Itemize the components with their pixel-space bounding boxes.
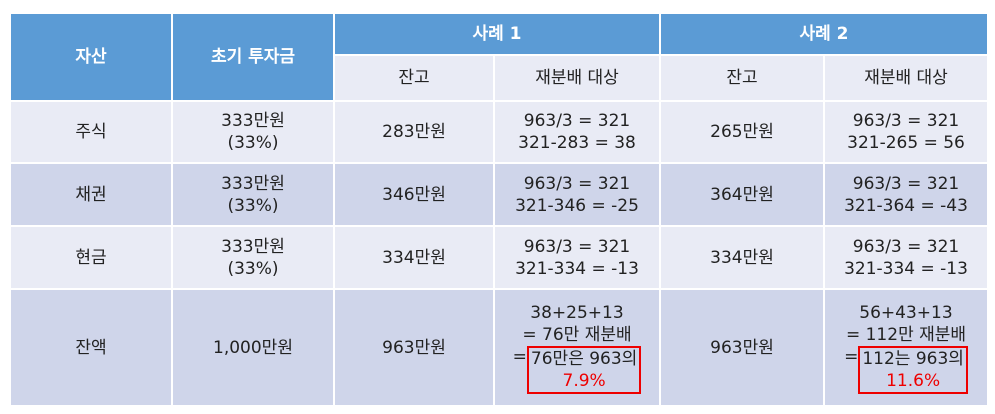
note-text: 76만은 963의 (530, 348, 638, 369)
cell-line: 333만원 (221, 173, 285, 194)
note-text: 112는 963의 (862, 348, 964, 369)
table-cell: 현금 (9, 225, 173, 290)
cell-line: 283만원 (382, 122, 446, 142)
cell-line: 963/3 = 321 (523, 236, 631, 257)
table-cell: 1,000만원 (171, 288, 335, 407)
table-row: 현금 333만원 (33%) 334만원 963/3 = 321 321-334 = -1… (9, 225, 989, 290)
table-cell: 364만원 (659, 162, 825, 227)
highlight-box: 76만은 963의 7.9% (526, 345, 642, 394)
cell-line: 333만원 (221, 236, 285, 257)
table-cell: 963만원 (333, 288, 495, 407)
cell-line: 963/3 = 321 (852, 173, 960, 194)
table-cell: 334만원 (333, 225, 495, 290)
cell-line: 333만원 (221, 111, 285, 131)
table-cell: 38+25+13 = 76만 재분배 = 76만은 963의 7.9% (493, 288, 661, 407)
cell-line: 56+43+13 (859, 302, 953, 323)
table-cell: 963/3 = 321 321-334 = -13 (493, 225, 661, 290)
cell-line: 321-265 = 56 (847, 133, 965, 153)
table-cell: 334만원 (659, 225, 825, 290)
cell-line: = 76만 재분배 (522, 324, 632, 345)
cell-line: 364만원 (710, 184, 774, 205)
note-prefix: = (512, 346, 527, 367)
header-cell: 재분배 대상 (823, 54, 989, 102)
cell-line: = 112만 재분배 (845, 324, 967, 345)
header-cell: 사례 2 (659, 12, 989, 56)
header-cell: 초기 투자금 (171, 12, 335, 102)
table-cell: 963/3 = 321 321-334 = -13 (823, 225, 989, 290)
cell-line: 334만원 (382, 247, 446, 268)
note-line: = 76만은 963의 7.9% (495, 345, 659, 394)
header-cell: 잔고 (659, 54, 825, 102)
cell-line: (33%) (227, 133, 279, 153)
cell-line: (33%) (227, 258, 279, 279)
cell-line: 346만원 (382, 184, 446, 205)
cell-line: (33%) (227, 195, 279, 216)
table-cell: 963/3 = 321 321-283 = 38 (493, 100, 661, 164)
table-cell: 56+43+13 = 112만 재분배 = 112는 963의 11.6% (823, 288, 989, 407)
cell-line: 321-334 = -13 (515, 258, 639, 279)
header-cell: 잔고 (333, 54, 495, 102)
header-cell: 재분배 대상 (493, 54, 661, 102)
table-cell: 333만원 (33%) (171, 100, 335, 164)
table-cell: 963/3 = 321 321-346 = -25 (493, 162, 661, 227)
table-cell: 333만원 (33%) (171, 162, 335, 227)
cell-line: 963만원 (382, 337, 446, 358)
cell-line: 321-346 = -25 (515, 195, 639, 216)
note-line: = 112는 963의 11.6% (825, 345, 987, 394)
header-cell: 자산 (9, 12, 173, 102)
note-value: 7.9% (562, 370, 606, 391)
cell-line: 주식 (75, 122, 107, 142)
table-body: 주식 333만원 (33%) 283만원 963/3 = 321 321-283 = 38… (9, 100, 989, 407)
table-cell: 265만원 (659, 100, 825, 164)
note-prefix: = (844, 346, 859, 367)
table-row: 채권 333만원 (33%) 346만원 963/3 = 321 321-346 = -2… (9, 162, 989, 227)
cell-line: 963/3 = 321 (852, 236, 960, 257)
header-cell: 사례 1 (333, 12, 661, 56)
table-row: 주식 333만원 (33%) 283만원 963/3 = 321 321-283 = 38… (9, 100, 989, 164)
table-cell: 주식 (9, 100, 173, 164)
table-cell: 잔액 (9, 288, 173, 407)
table-cell: 963/3 = 321 321-265 = 56 (823, 100, 989, 164)
cell-line: 321-334 = -13 (844, 258, 968, 279)
table-cell: 963만원 (659, 288, 825, 407)
table-cell: 346만원 (333, 162, 495, 227)
table-cell: 채권 (9, 162, 173, 227)
cell-line: 265만원 (710, 122, 774, 142)
cell-line: 334만원 (710, 247, 774, 268)
allocation-table: 자산 초기 투자금 사례 1 사례 2 잔고 재분배 대상 잔고 재분배 대상 … (9, 12, 989, 407)
cell-line: 963/3 = 321 (852, 111, 960, 131)
cell-line: 현금 (75, 247, 107, 268)
cell-line: 38+25+13 (530, 302, 624, 323)
cell-line: 963/3 = 321 (523, 173, 631, 194)
highlight-box: 112는 963의 11.6% (858, 345, 968, 394)
cell-line: 963만원 (710, 337, 774, 358)
cell-line: 963/3 = 321 (523, 111, 631, 131)
cell-line: 1,000만원 (213, 337, 293, 358)
cell-line: 321-364 = -43 (844, 195, 968, 216)
table-cell: 963/3 = 321 321-364 = -43 (823, 162, 989, 227)
table-cell: 333만원 (33%) (171, 225, 335, 290)
cell-line: 채권 (75, 184, 107, 205)
table-cell: 283만원 (333, 100, 495, 164)
table-row: 잔액 1,000만원 963만원 38+25+13 = 76만 재분배 = 76만은 963… (9, 288, 989, 407)
cell-line: 321-283 = 38 (518, 133, 636, 153)
note-value: 11.6% (886, 370, 941, 391)
cell-line: 잔액 (75, 337, 107, 358)
